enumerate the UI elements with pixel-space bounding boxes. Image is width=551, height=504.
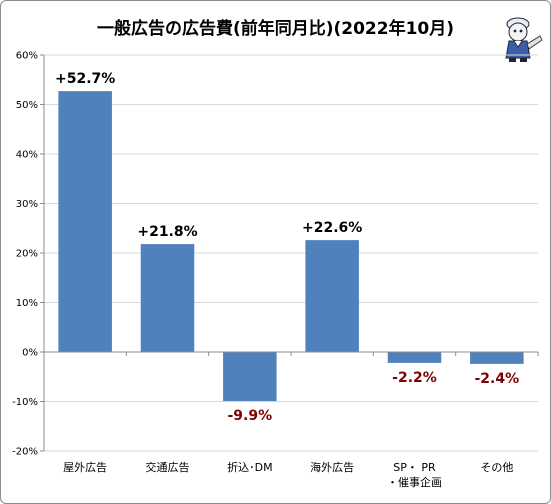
data-label: +21.8% [137, 224, 197, 240]
data-label: -2.4% [475, 371, 520, 387]
y-tick-label: -10% [12, 397, 38, 408]
chart-title: 一般広告の広告費(前年同月比)(2022年10月) [96, 19, 455, 39]
y-tick-label: 30% [16, 199, 38, 210]
mascot-illustration [505, 17, 543, 62]
x-tick-label: SP・ PR [393, 461, 436, 474]
bar [470, 352, 524, 364]
y-tick-label: 10% [16, 298, 38, 309]
data-label: +52.7% [55, 71, 115, 87]
bar [140, 244, 195, 352]
data-label: +22.6% [302, 220, 362, 236]
y-tick-label: 50% [16, 100, 38, 111]
bar [305, 240, 359, 352]
data-label: -9.9% [228, 408, 273, 424]
x-tick-label: ・催事企画 [387, 475, 442, 489]
x-tick-label: 屋外広告 [63, 461, 107, 474]
x-tick-label: 海外広告 [310, 460, 354, 474]
y-tick-label: 20% [16, 249, 38, 260]
x-tick-label: 交通広告 [146, 460, 190, 474]
y-tick-label: -20% [12, 447, 38, 458]
y-tick-label: 0% [22, 348, 38, 359]
y-tick-label: 40% [16, 150, 38, 161]
x-tick-label: 折込･DM [227, 460, 272, 474]
y-tick-label: 60% [16, 51, 38, 62]
bar [387, 352, 442, 363]
bar [223, 352, 277, 402]
bar [58, 91, 112, 352]
data-label: -2.2% [392, 370, 437, 386]
x-tick-label: その他 [480, 461, 513, 474]
